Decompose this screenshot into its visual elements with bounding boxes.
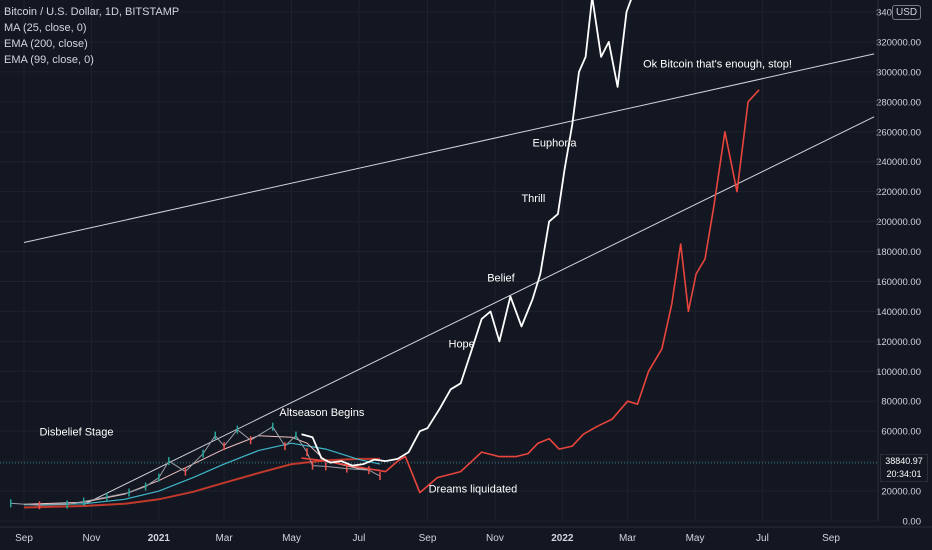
annotation-label: Belief (487, 272, 515, 284)
y-tick-label: 100000.00 (876, 367, 921, 378)
x-tick-label: Sep (15, 533, 33, 544)
annotation-label: Ok Bitcoin that's enough, stop! (643, 58, 792, 70)
y-tick-label: 260000.00 (876, 127, 921, 138)
price-history-line (10, 426, 381, 506)
indicator-ema200[interactable]: EMA (200, close) (4, 38, 88, 50)
y-tick-label: 240000.00 (876, 157, 921, 168)
symbol-title: Bitcoin / U.S. Dollar, 1D, BITSTAMP (4, 6, 180, 18)
x-tick-label: Nov (83, 533, 101, 544)
y-axis: 0.0020000.0040000.0060000.0080000.001000… (876, 0, 921, 528)
y-tick-label: 0.00 (903, 517, 922, 528)
y-tick-label: 220000.00 (876, 187, 921, 198)
currency-badge[interactable]: USD (892, 5, 922, 20)
trendline-2 (83, 116, 875, 505)
grid-lines (0, 0, 878, 522)
annotation-label: Altseason Begins (279, 407, 364, 419)
plot-area (0, 0, 878, 510)
ema200-line (23, 457, 380, 509)
annotation-label: Euphoria (533, 138, 578, 150)
bar-countdown: 20:34:01 (886, 469, 922, 479)
y-tick-label: 300000.00 (876, 67, 921, 78)
x-tick-label: 2021 (148, 533, 171, 544)
x-axis: Sep Nov 2021 Mar May Jul Sep Nov 2022 Mar May Jul Se… (0, 526, 932, 544)
x-tick-label: May (686, 533, 705, 544)
y-tick-label: 120000.00 (876, 337, 921, 348)
indicator-ema99[interactable]: EMA (99, close, 0) (4, 54, 94, 66)
price-history (9, 422, 381, 510)
annotation-label: Dreams liquidated (429, 484, 518, 496)
y-tick-label: 320000.00 (876, 37, 921, 48)
x-tick-label: Mar (215, 533, 233, 544)
white-projection-line (301, 0, 632, 467)
trendline-1 (23, 53, 875, 244)
y-tick-label: 60000.00 (881, 427, 921, 438)
x-tick-label: Jul (756, 533, 769, 544)
x-tick-label: May (282, 533, 301, 544)
y-tick-label: 160000.00 (876, 277, 921, 288)
red-projection-line (301, 89, 760, 494)
y-tick-label: 180000.00 (876, 247, 921, 258)
annotations: Disbelief Stage Altseason Begins Hope Belie… (39, 58, 791, 495)
y-tick-label: 140000.00 (876, 307, 921, 318)
y-tick-label: 280000.00 (876, 97, 921, 108)
annotation-label: Hope (449, 338, 475, 350)
y-tick-label: 200000.00 (876, 217, 921, 228)
x-tick-label: 2022 (551, 533, 574, 544)
annotation-label: Thrill (521, 193, 545, 205)
x-tick-label: Jul (353, 533, 366, 544)
y-tick-label: 20000.00 (881, 487, 921, 498)
x-tick-label: Sep (419, 533, 437, 544)
annotation-label: Disbelief Stage (39, 427, 113, 439)
current-price-tag: 38840.97 20:34:01 (880, 454, 928, 482)
current-price-value: 38840.97 (881, 455, 927, 468)
x-tick-label: Sep (822, 533, 840, 544)
y-tick-label: 80000.00 (881, 397, 921, 408)
indicator-ma25[interactable]: MA (25, close, 0) (4, 22, 87, 34)
chart-legend: Bitcoin / U.S. Dollar, 1D, BITSTAMP MA (… (4, 4, 179, 68)
x-tick-label: Nov (486, 533, 504, 544)
ema99-line (23, 442, 381, 506)
x-tick-label: Mar (619, 533, 637, 544)
